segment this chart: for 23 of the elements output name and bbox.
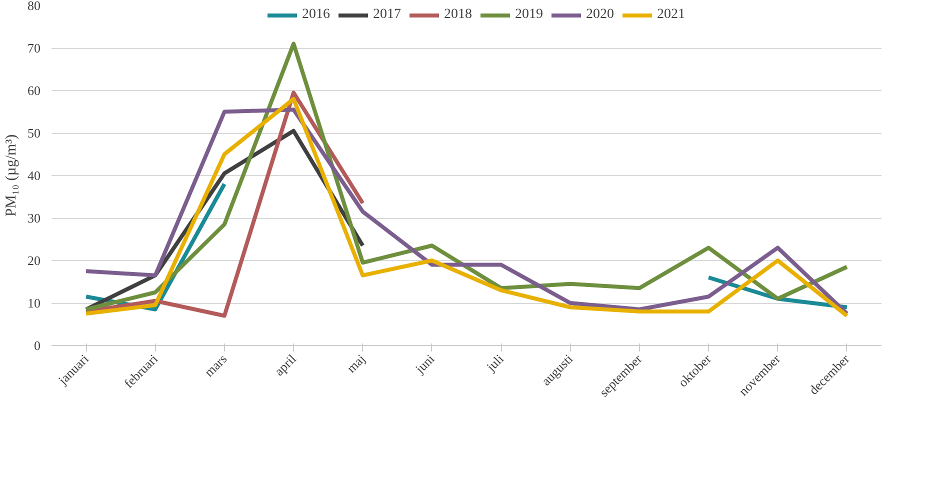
legend-label: 2019 — [514, 7, 543, 23]
x-tick-label: mars — [201, 351, 230, 380]
y-tick-label: 30 — [28, 210, 40, 226]
legend-label: 2017 — [372, 7, 401, 23]
y-tick-label: 20 — [28, 253, 40, 268]
legend-label: 2021 — [656, 7, 685, 23]
x-tick-label: april — [271, 350, 300, 379]
x-tick-label: maj — [344, 351, 368, 376]
y-tick-label: 0 — [34, 338, 40, 353]
legend-label: 2016 — [302, 7, 330, 23]
y-tick-label: 80 — [28, 0, 40, 13]
y-axis-title: PM₁₀ (µg/m³) — [4, 134, 20, 217]
y-tick-label: 60 — [28, 83, 40, 98]
y-tick-label: 40 — [28, 168, 40, 183]
line-series — [84, 90, 365, 318]
x-tick-label: juni — [412, 350, 438, 377]
x-tick-label: juli — [482, 350, 507, 375]
y-tick-label: 10 — [28, 296, 40, 310]
legend-label: 2020 — [586, 7, 614, 23]
line-series — [84, 42, 849, 312]
legend-label: 2018 — [444, 7, 472, 23]
y-tick-label: 50 — [28, 126, 40, 140]
y-tick-label: 70 — [28, 40, 40, 56]
